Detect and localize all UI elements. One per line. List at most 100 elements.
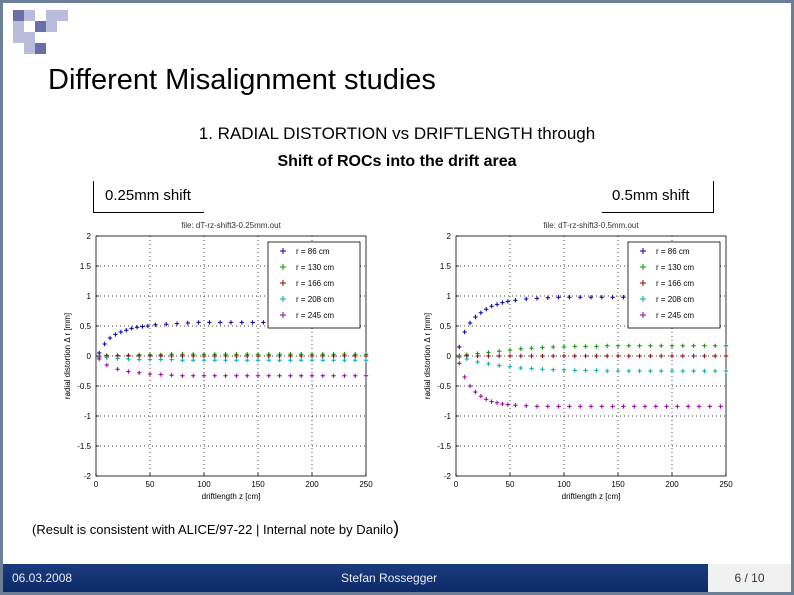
data-point xyxy=(723,368,729,374)
data-point xyxy=(551,367,556,372)
data-point xyxy=(277,358,282,363)
legend-marker xyxy=(280,248,286,254)
data-point xyxy=(551,344,556,350)
deco-square xyxy=(35,43,46,54)
slide-title: Different Misalignment studies xyxy=(48,64,436,96)
y-tick-label: -2 xyxy=(444,472,452,481)
data-point xyxy=(218,320,223,325)
legend-marker xyxy=(280,296,286,302)
x-tick-label: 150 xyxy=(611,480,625,489)
deco-square xyxy=(24,43,35,54)
data-point xyxy=(561,344,567,350)
data-point xyxy=(529,346,534,351)
data-point xyxy=(478,310,484,315)
legend-label: r = 166 cm xyxy=(656,279,694,288)
legend-marker xyxy=(280,264,286,270)
data-point xyxy=(583,368,588,373)
data-point xyxy=(572,344,577,349)
deco-square xyxy=(46,10,57,21)
data-point xyxy=(588,295,594,300)
x-axis-label: driftlength z [cm] xyxy=(562,492,621,501)
y-tick-label: 1.5 xyxy=(80,262,92,271)
legend-label: r = 86 cm xyxy=(656,247,690,256)
data-point xyxy=(626,343,631,348)
data-point xyxy=(659,343,664,348)
data-point xyxy=(599,295,604,300)
data-point xyxy=(494,302,500,307)
data-point xyxy=(588,404,594,409)
deco-square xyxy=(13,10,24,21)
shift-bracket-left xyxy=(93,181,204,213)
result-note: (Result is consistent with ALICE/97-22 |… xyxy=(32,518,399,539)
data-point xyxy=(489,304,494,309)
result-note-paren: ) xyxy=(393,518,400,538)
legend-marker xyxy=(640,248,646,254)
data-point xyxy=(473,389,478,395)
legend-marker xyxy=(640,280,646,286)
x-tick-label: 100 xyxy=(197,480,211,489)
y-axis-label: radial distortion Δ r [mm] xyxy=(423,313,432,399)
data-point xyxy=(713,353,718,359)
data-point xyxy=(484,397,489,402)
data-point xyxy=(513,403,518,408)
data-point xyxy=(567,404,572,409)
data-point xyxy=(529,353,534,359)
y-tick-label: -2 xyxy=(84,472,92,481)
data-point xyxy=(556,295,561,300)
data-point xyxy=(169,357,174,362)
data-point xyxy=(605,343,610,348)
data-point xyxy=(637,353,642,359)
data-point xyxy=(255,353,261,359)
x-tick-label: 250 xyxy=(719,480,733,489)
data-point xyxy=(664,404,669,409)
data-point xyxy=(610,295,615,300)
data-point xyxy=(691,353,696,359)
legend-marker xyxy=(640,264,646,270)
data-point xyxy=(201,358,207,363)
data-point xyxy=(626,353,631,359)
deco-square xyxy=(13,21,24,32)
y-tick-label: 1.5 xyxy=(440,262,452,271)
data-point xyxy=(637,343,642,348)
x-tick-label: 100 xyxy=(557,480,571,489)
x-tick-label: 150 xyxy=(251,480,265,489)
data-point xyxy=(353,373,358,378)
data-point xyxy=(363,373,369,378)
data-point xyxy=(505,402,511,407)
data-point xyxy=(680,343,685,348)
data-point xyxy=(104,362,109,368)
y-axis-label: radial distortion Δ r [mm] xyxy=(63,313,72,399)
data-point xyxy=(583,344,588,349)
y-tick-label: 2 xyxy=(87,232,92,241)
data-point xyxy=(212,373,217,378)
data-point xyxy=(691,343,696,348)
page-number: 6 / 10 xyxy=(708,564,791,592)
data-point xyxy=(320,373,325,378)
data-point xyxy=(153,322,158,327)
data-point xyxy=(545,295,550,300)
x-axis-label: driftlength z [cm] xyxy=(202,492,261,501)
data-point xyxy=(250,320,255,325)
data-point xyxy=(137,357,142,362)
data-point xyxy=(331,358,336,363)
data-point xyxy=(626,368,631,374)
data-point xyxy=(561,367,567,372)
data-point xyxy=(185,320,190,326)
data-point xyxy=(621,295,626,300)
result-note-text: (Result is consistent with ALICE/97-22 |… xyxy=(32,522,394,537)
data-point xyxy=(669,353,675,359)
data-point xyxy=(234,358,239,363)
data-point xyxy=(497,363,502,368)
shift-label-right: 0.5mm shift xyxy=(612,187,690,204)
data-point xyxy=(255,373,261,378)
data-point xyxy=(723,343,729,348)
data-point xyxy=(486,353,491,359)
data-point xyxy=(497,349,502,354)
data-point xyxy=(524,403,529,408)
data-point xyxy=(615,343,621,348)
data-point xyxy=(457,344,462,350)
data-point xyxy=(342,373,347,378)
legend-label: r = 208 cm xyxy=(656,295,694,304)
data-point xyxy=(457,361,462,366)
